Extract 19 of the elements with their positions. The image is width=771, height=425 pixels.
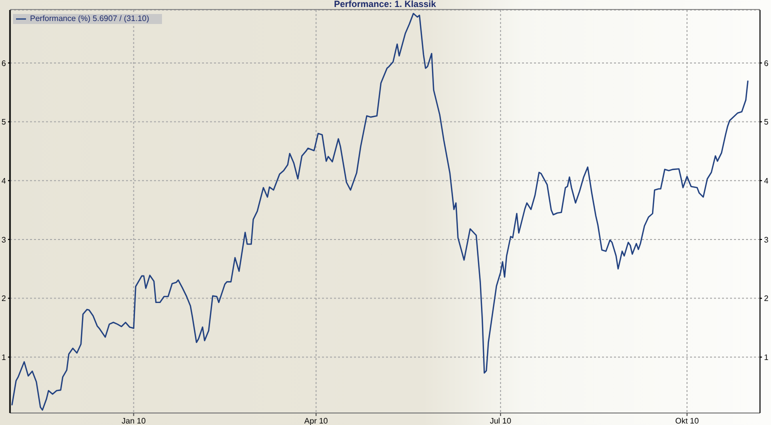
y2-tick-label: 5 (764, 118, 769, 127)
x-tick-label: Jul 10 (490, 416, 512, 425)
x-tick-label: Jan 10 (122, 416, 146, 425)
y-tick-label: 4 (2, 176, 7, 186)
y2-tick-label: 2 (764, 294, 769, 304)
y2-tick-label: 6 (764, 58, 769, 68)
y2-tick-label: 4 (764, 176, 769, 186)
line-series (11, 12, 748, 411)
y-tick-label: 1 (2, 352, 7, 362)
y-tick-label: 2 (2, 294, 7, 304)
x-tick-label: Apr 10 (304, 416, 328, 425)
legend-label: Performance (%) 5.6907 / (31.10) (30, 14, 150, 24)
chart-title: Performance: 1. Klassik (10, 0, 760, 10)
x-tick-label: Okt 10 (675, 416, 700, 425)
y2-tick-label: 3 (764, 235, 769, 244)
y2-tick-label: 1 (764, 352, 769, 362)
y-tick-label: 5 (2, 118, 7, 127)
y-tick-label: 3 (2, 235, 7, 244)
y-tick-label: 6 (2, 58, 7, 68)
